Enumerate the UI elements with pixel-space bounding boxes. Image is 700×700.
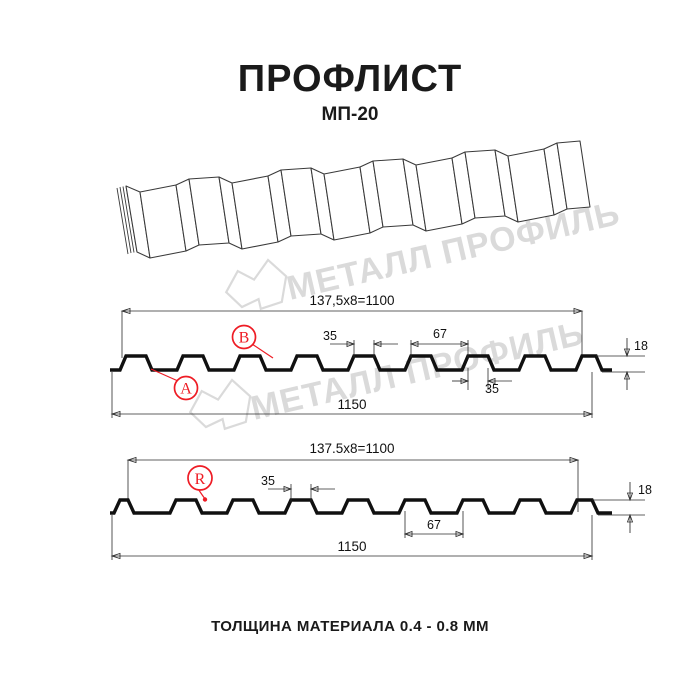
page-title: ПРОФЛИСТ <box>237 58 463 100</box>
material-thickness-note: ТОЛЩИНА МАТЕРИАЛА 0.4 - 0.8 ММ <box>211 618 489 635</box>
dimension-height-r: 18 <box>592 482 652 533</box>
dimension-label-valley-r: 67 <box>427 518 441 532</box>
marker-a-circle <box>173 375 199 401</box>
watermark-text: МЕТАЛЛ ПРОФИЛЬ <box>247 314 587 428</box>
dimension-label-rib-top-r: 35 <box>261 474 275 488</box>
dimension-top-overall-a: 137,5x8=1100 <box>120 293 584 358</box>
dimension-label-bottom-r: 1150 <box>337 539 366 554</box>
dimension-rib-bottom-a: 35 <box>452 368 512 396</box>
dimension-top-overall-r: 137.5x8=1100 <box>126 441 580 512</box>
dimension-label-top-a: 137,5x8=1100 <box>310 293 395 308</box>
marker-a-label: A <box>180 381 192 398</box>
section-r-drawing: 137.5x8=1100 35 67 <box>110 441 652 560</box>
dimension-label-top-r: 137.5x8=1100 <box>310 441 395 456</box>
marker-r-leader-dot <box>202 497 208 502</box>
section-a-drawing: 137,5x8=1100 35 67 <box>110 293 648 418</box>
profile-cross-section-a <box>110 354 612 372</box>
dimension-height-a: 18 <box>596 338 648 390</box>
dimension-rib-top-r: 35 <box>261 474 335 502</box>
dimension-label-rib-bottom-a: 35 <box>485 382 499 396</box>
dimension-label-valley-a: 67 <box>433 327 447 341</box>
marker-r-circle <box>187 465 213 491</box>
marker-b: B <box>231 324 274 359</box>
dimension-valley-a: 67 <box>409 327 470 358</box>
model-designation: МП-20 <box>321 104 379 125</box>
dimension-rib-top-a: 35 <box>323 329 398 358</box>
marker-a: A <box>150 368 199 401</box>
dimension-label-bottom-a: 1150 <box>337 397 366 412</box>
dimension-valley-r: 67 <box>403 511 465 538</box>
metal-profile-logo-icon <box>224 258 288 311</box>
metal-profile-logo-icon <box>188 378 252 431</box>
dimension-label-height-a: 18 <box>634 339 648 353</box>
dimension-label-rib-top-a: 35 <box>323 329 337 343</box>
marker-b-label: B <box>239 330 250 347</box>
marker-r: R <box>187 465 213 502</box>
dimension-bottom-overall-r: 1150 <box>110 515 594 560</box>
marker-b-circle <box>231 324 257 350</box>
marker-r-label: R <box>195 471 206 488</box>
isometric-sheet-view <box>116 140 591 259</box>
profile-cross-section-r <box>110 498 612 515</box>
dimension-label-height-r: 18 <box>638 483 652 497</box>
dimension-bottom-overall-a: 1150 <box>110 372 594 418</box>
